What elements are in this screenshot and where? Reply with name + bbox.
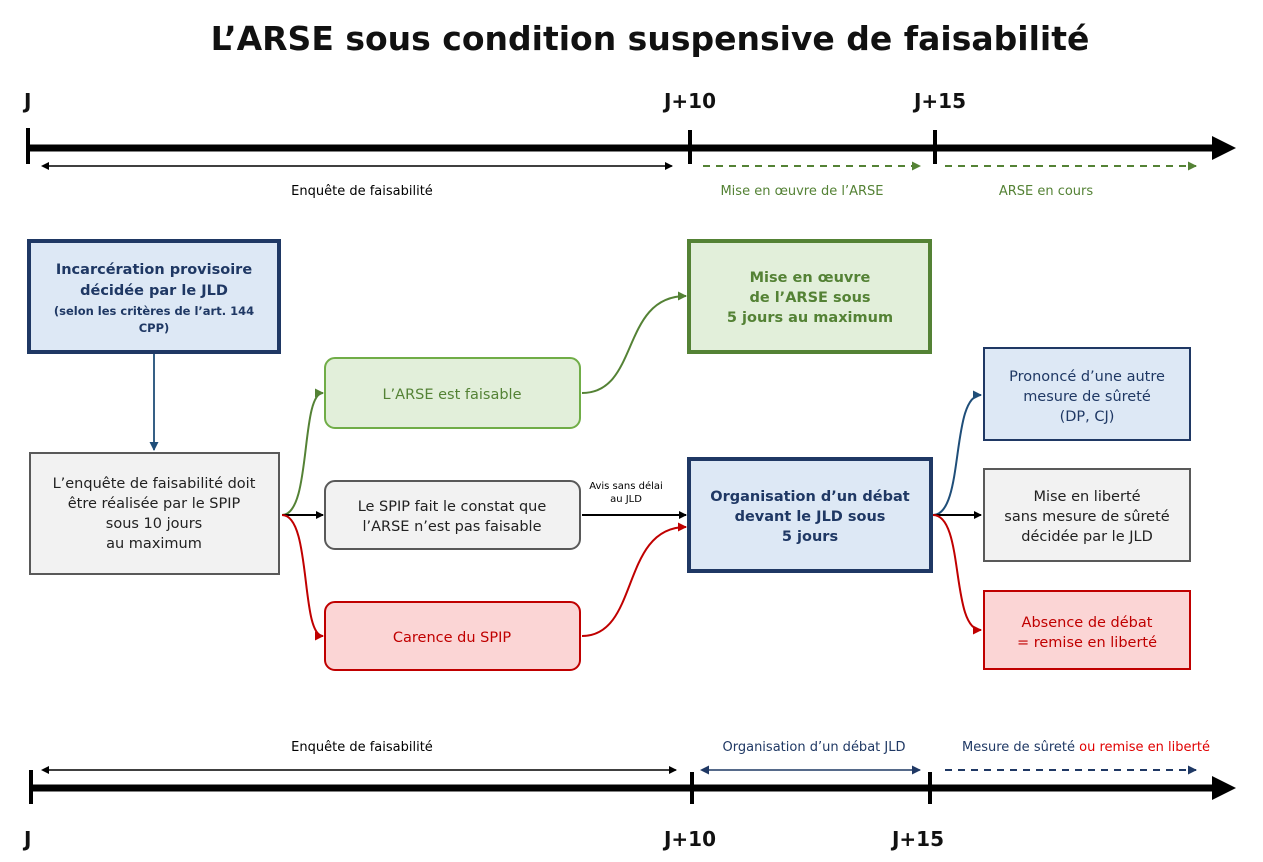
svg-text:de l’ARSE sous: de l’ARSE sous	[749, 290, 870, 306]
box-autre-mesure: Prononcé d’une autre mesure de sûreté (D…	[983, 347, 1191, 441]
svg-text:l’ARSE n’est pas faisable: l’ARSE n’est pas faisable	[362, 519, 541, 535]
page-title: L’ARSE sous condition suspensive de fais…	[211, 19, 1090, 58]
connectors: Avis sans délai au JLD	[149, 291, 982, 641]
tick-j: J	[22, 89, 31, 113]
segment-mise-en-oeuvre: Mise en œuvre de l’ARSE	[720, 184, 883, 199]
svg-text:Incarcération provisoire: Incarcération provisoire	[56, 262, 252, 278]
svg-text:Mise en liberté: Mise en liberté	[1033, 489, 1140, 505]
svg-text:L’ARSE est faisable: L’ARSE est faisable	[382, 387, 521, 403]
segment-enquete: Enquête de faisabilité	[291, 184, 433, 199]
box-carence: Carence du SPIP	[324, 601, 581, 671]
box-constat: Le SPIP fait le constat que l’ARSE n’est…	[324, 480, 581, 550]
svg-text:L’enquête de faisabilité doit: L’enquête de faisabilité doit	[53, 476, 256, 492]
svg-text:mesure de sûreté: mesure de sûreté	[1023, 389, 1151, 405]
svg-text:Organisation d’un débat: Organisation d’un débat	[710, 489, 910, 505]
svg-text:sans mesure de sûreté: sans mesure de sûreté	[1004, 509, 1169, 525]
edge-label: au JLD	[610, 494, 642, 505]
segment-arse-en-cours: ARSE en cours	[999, 184, 1094, 199]
segment-enquete: Enquête de faisabilité	[291, 740, 433, 755]
tick-j: J	[22, 827, 31, 851]
svg-text:CPP): CPP)	[139, 321, 170, 335]
svg-text:= remise en liberté: = remise en liberté	[1017, 635, 1157, 651]
tick-j15: J+15	[890, 827, 944, 851]
svg-text:décidée par le JLD: décidée par le JLD	[80, 283, 228, 299]
box-faisable: L’ARSE est faisable	[324, 357, 581, 429]
svg-text:Mise en œuvre: Mise en œuvre	[750, 270, 871, 286]
box-mise-en-oeuvre: Mise en œuvre de l’ARSE sous 5 jours au …	[687, 239, 932, 354]
svg-text:Le SPIP fait le constat que: Le SPIP fait le constat que	[358, 499, 547, 515]
timeline-arrow-icon	[1212, 136, 1236, 160]
edge-label: Avis sans délai	[589, 480, 663, 492]
tick-j10: J+10	[662, 827, 716, 851]
svg-text:décidée par le JLD: décidée par le JLD	[1021, 529, 1153, 545]
segment-mesure: Mesure de sûreté ou remise en liberté	[962, 740, 1210, 755]
svg-text:sous 10 jours: sous 10 jours	[106, 516, 202, 532]
svg-text:être réalisée par le SPIP: être réalisée par le SPIP	[68, 496, 241, 512]
box-debat: Organisation d’un débat devant le JLD so…	[687, 457, 933, 573]
tick-j10: J+10	[662, 89, 716, 113]
timeline-arrow-icon	[1212, 776, 1236, 800]
tick-j15: J+15	[912, 89, 966, 113]
box-absence: Absence de débat = remise en liberté	[983, 590, 1191, 670]
segment-debat: Organisation d’un débat JLD	[723, 740, 906, 755]
svg-text:au maximum: au maximum	[106, 536, 202, 552]
svg-text:5 jours: 5 jours	[782, 529, 838, 545]
svg-text:(selon les critères de l’art.: (selon les critères de l’art. 144	[54, 304, 254, 318]
svg-text:Carence du SPIP: Carence du SPIP	[393, 630, 511, 646]
box-liberte: Mise en liberté sans mesure de sûreté dé…	[983, 468, 1191, 562]
box-enquete: L’enquête de faisabilité doit être réali…	[29, 452, 280, 575]
svg-text:devant le JLD sous: devant le JLD sous	[735, 509, 886, 525]
box-incarceration: Incarcération provisoire décidée par le …	[27, 239, 281, 354]
bottom-timeline: Enquête de faisabilité Organisation d’un…	[22, 740, 1236, 851]
top-timeline: J J+10 J+15 Enquête de faisabilité Mise …	[22, 89, 1236, 199]
svg-text:5 jours au maximum: 5 jours au maximum	[727, 310, 893, 326]
svg-text:(DP, CJ): (DP, CJ)	[1060, 409, 1115, 425]
svg-text:Prononcé d’une autre: Prononcé d’une autre	[1009, 369, 1165, 385]
svg-text:Absence de débat: Absence de débat	[1022, 615, 1153, 631]
